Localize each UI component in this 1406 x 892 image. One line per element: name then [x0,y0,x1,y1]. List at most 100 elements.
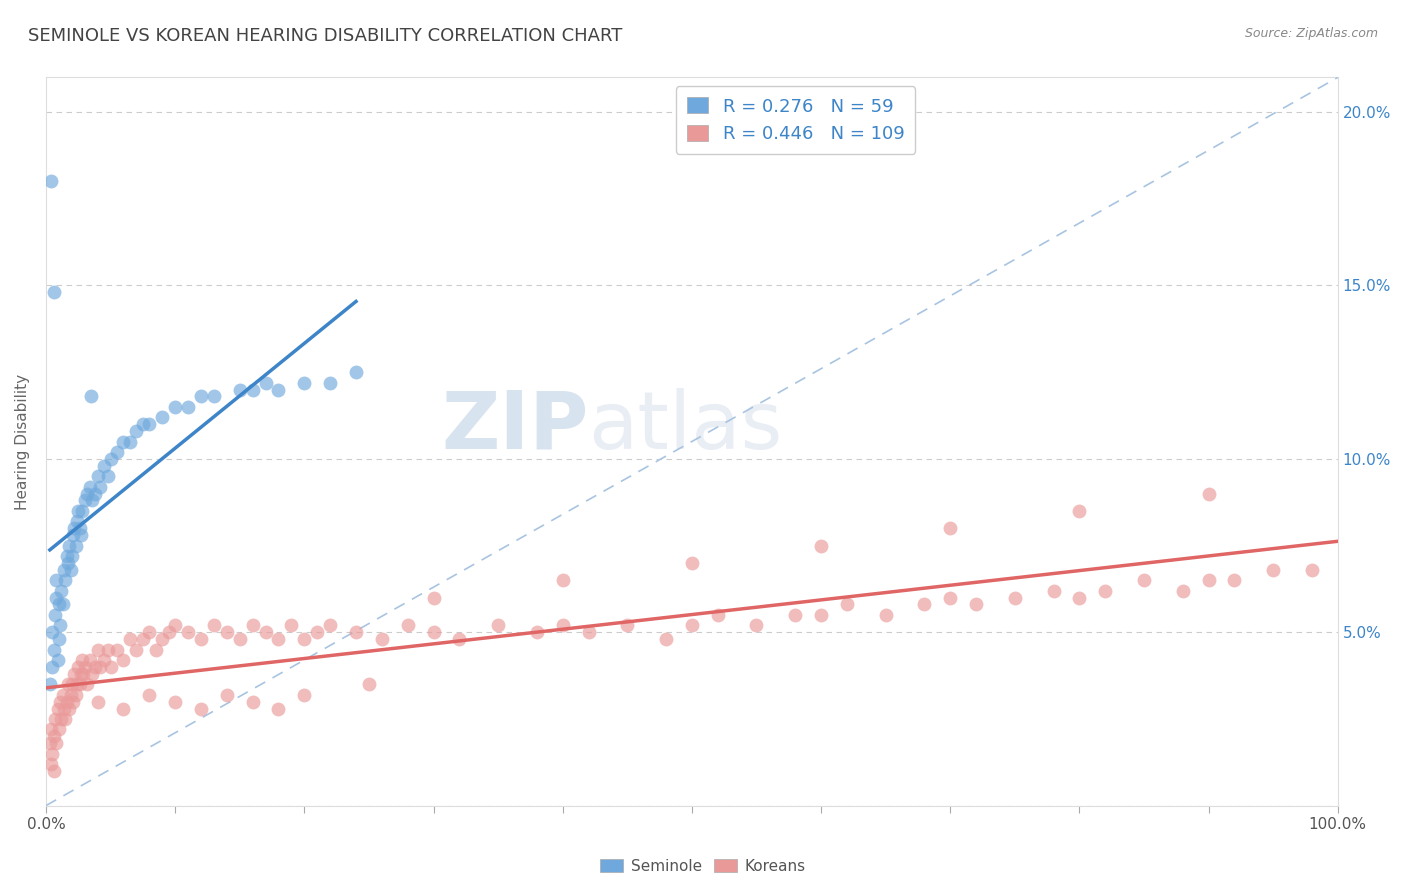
Point [1069,504,1091,518]
Point [72,666,94,681]
Point [202,389,225,403]
Point [48,723,70,737]
Point [1198,573,1220,587]
Point [422,591,444,605]
Point [63,521,86,535]
Point [42,764,65,778]
Point [67,660,90,674]
Point [1223,573,1246,587]
Point [267,383,290,397]
Point [292,376,315,390]
Point [1198,486,1220,500]
Point [45,736,67,750]
Point [53,573,76,587]
Point [55,695,77,709]
Point [242,383,264,397]
Point [76,677,98,691]
Point [486,618,509,632]
Point [38,677,60,691]
Point [292,632,315,647]
Point [319,618,342,632]
Point [46,653,69,667]
Point [60,549,83,563]
Point [49,695,72,709]
Point [125,642,148,657]
Point [215,688,238,702]
Point [69,677,91,691]
Point [810,607,832,622]
Point [785,607,807,622]
Point [655,632,678,647]
Point [939,521,962,535]
Point [1069,591,1091,605]
Point [307,625,329,640]
Point [49,618,72,632]
Point [912,598,935,612]
Point [89,480,111,494]
Text: ZIP: ZIP [441,388,589,466]
Point [65,688,87,702]
Point [65,539,87,553]
Point [165,695,187,709]
Point [42,642,65,657]
Point [165,618,187,632]
Point [118,434,141,449]
Point [145,642,167,657]
Point [190,389,212,403]
Point [1133,573,1156,587]
Point [112,701,135,715]
Point [357,677,380,691]
Point [39,723,62,737]
Point [125,424,148,438]
Point [319,376,342,390]
Point [56,556,79,570]
Point [242,695,264,709]
Point [93,458,115,473]
Point [112,434,135,449]
Point [254,625,277,640]
Point [44,712,66,726]
Point [44,607,66,622]
Point [138,625,160,640]
Point [52,688,75,702]
Point [449,632,471,647]
Point [82,493,104,508]
Point [51,712,73,726]
Point [105,445,128,459]
Point [86,642,108,657]
Point [965,598,987,612]
Point [55,549,77,563]
Point [70,666,93,681]
Point [810,539,832,553]
Point [59,688,82,702]
Point [76,486,98,500]
Point [53,712,76,726]
Point [190,701,212,715]
Legend: R = 0.276   N = 59, R = 0.446   N = 109: R = 0.276 N = 59, R = 0.446 N = 109 [676,87,915,153]
Point [422,625,444,640]
Point [215,625,238,640]
Text: Source: ZipAtlas.com: Source: ZipAtlas.com [1244,27,1378,40]
Point [132,417,155,432]
Point [1301,563,1323,577]
Point [150,410,173,425]
Point [67,504,90,518]
Point [1171,583,1194,598]
Point [53,701,76,715]
Point [62,528,84,542]
Point [70,528,93,542]
Point [41,747,63,761]
Point [138,688,160,702]
Point [82,666,104,681]
Point [45,591,67,605]
Point [177,400,200,414]
Point [70,653,93,667]
Point [93,653,115,667]
Point [60,677,83,691]
Point [97,469,120,483]
Point [73,660,96,674]
Point [150,632,173,647]
Point [292,688,315,702]
Point [745,618,768,632]
Point [1004,591,1026,605]
